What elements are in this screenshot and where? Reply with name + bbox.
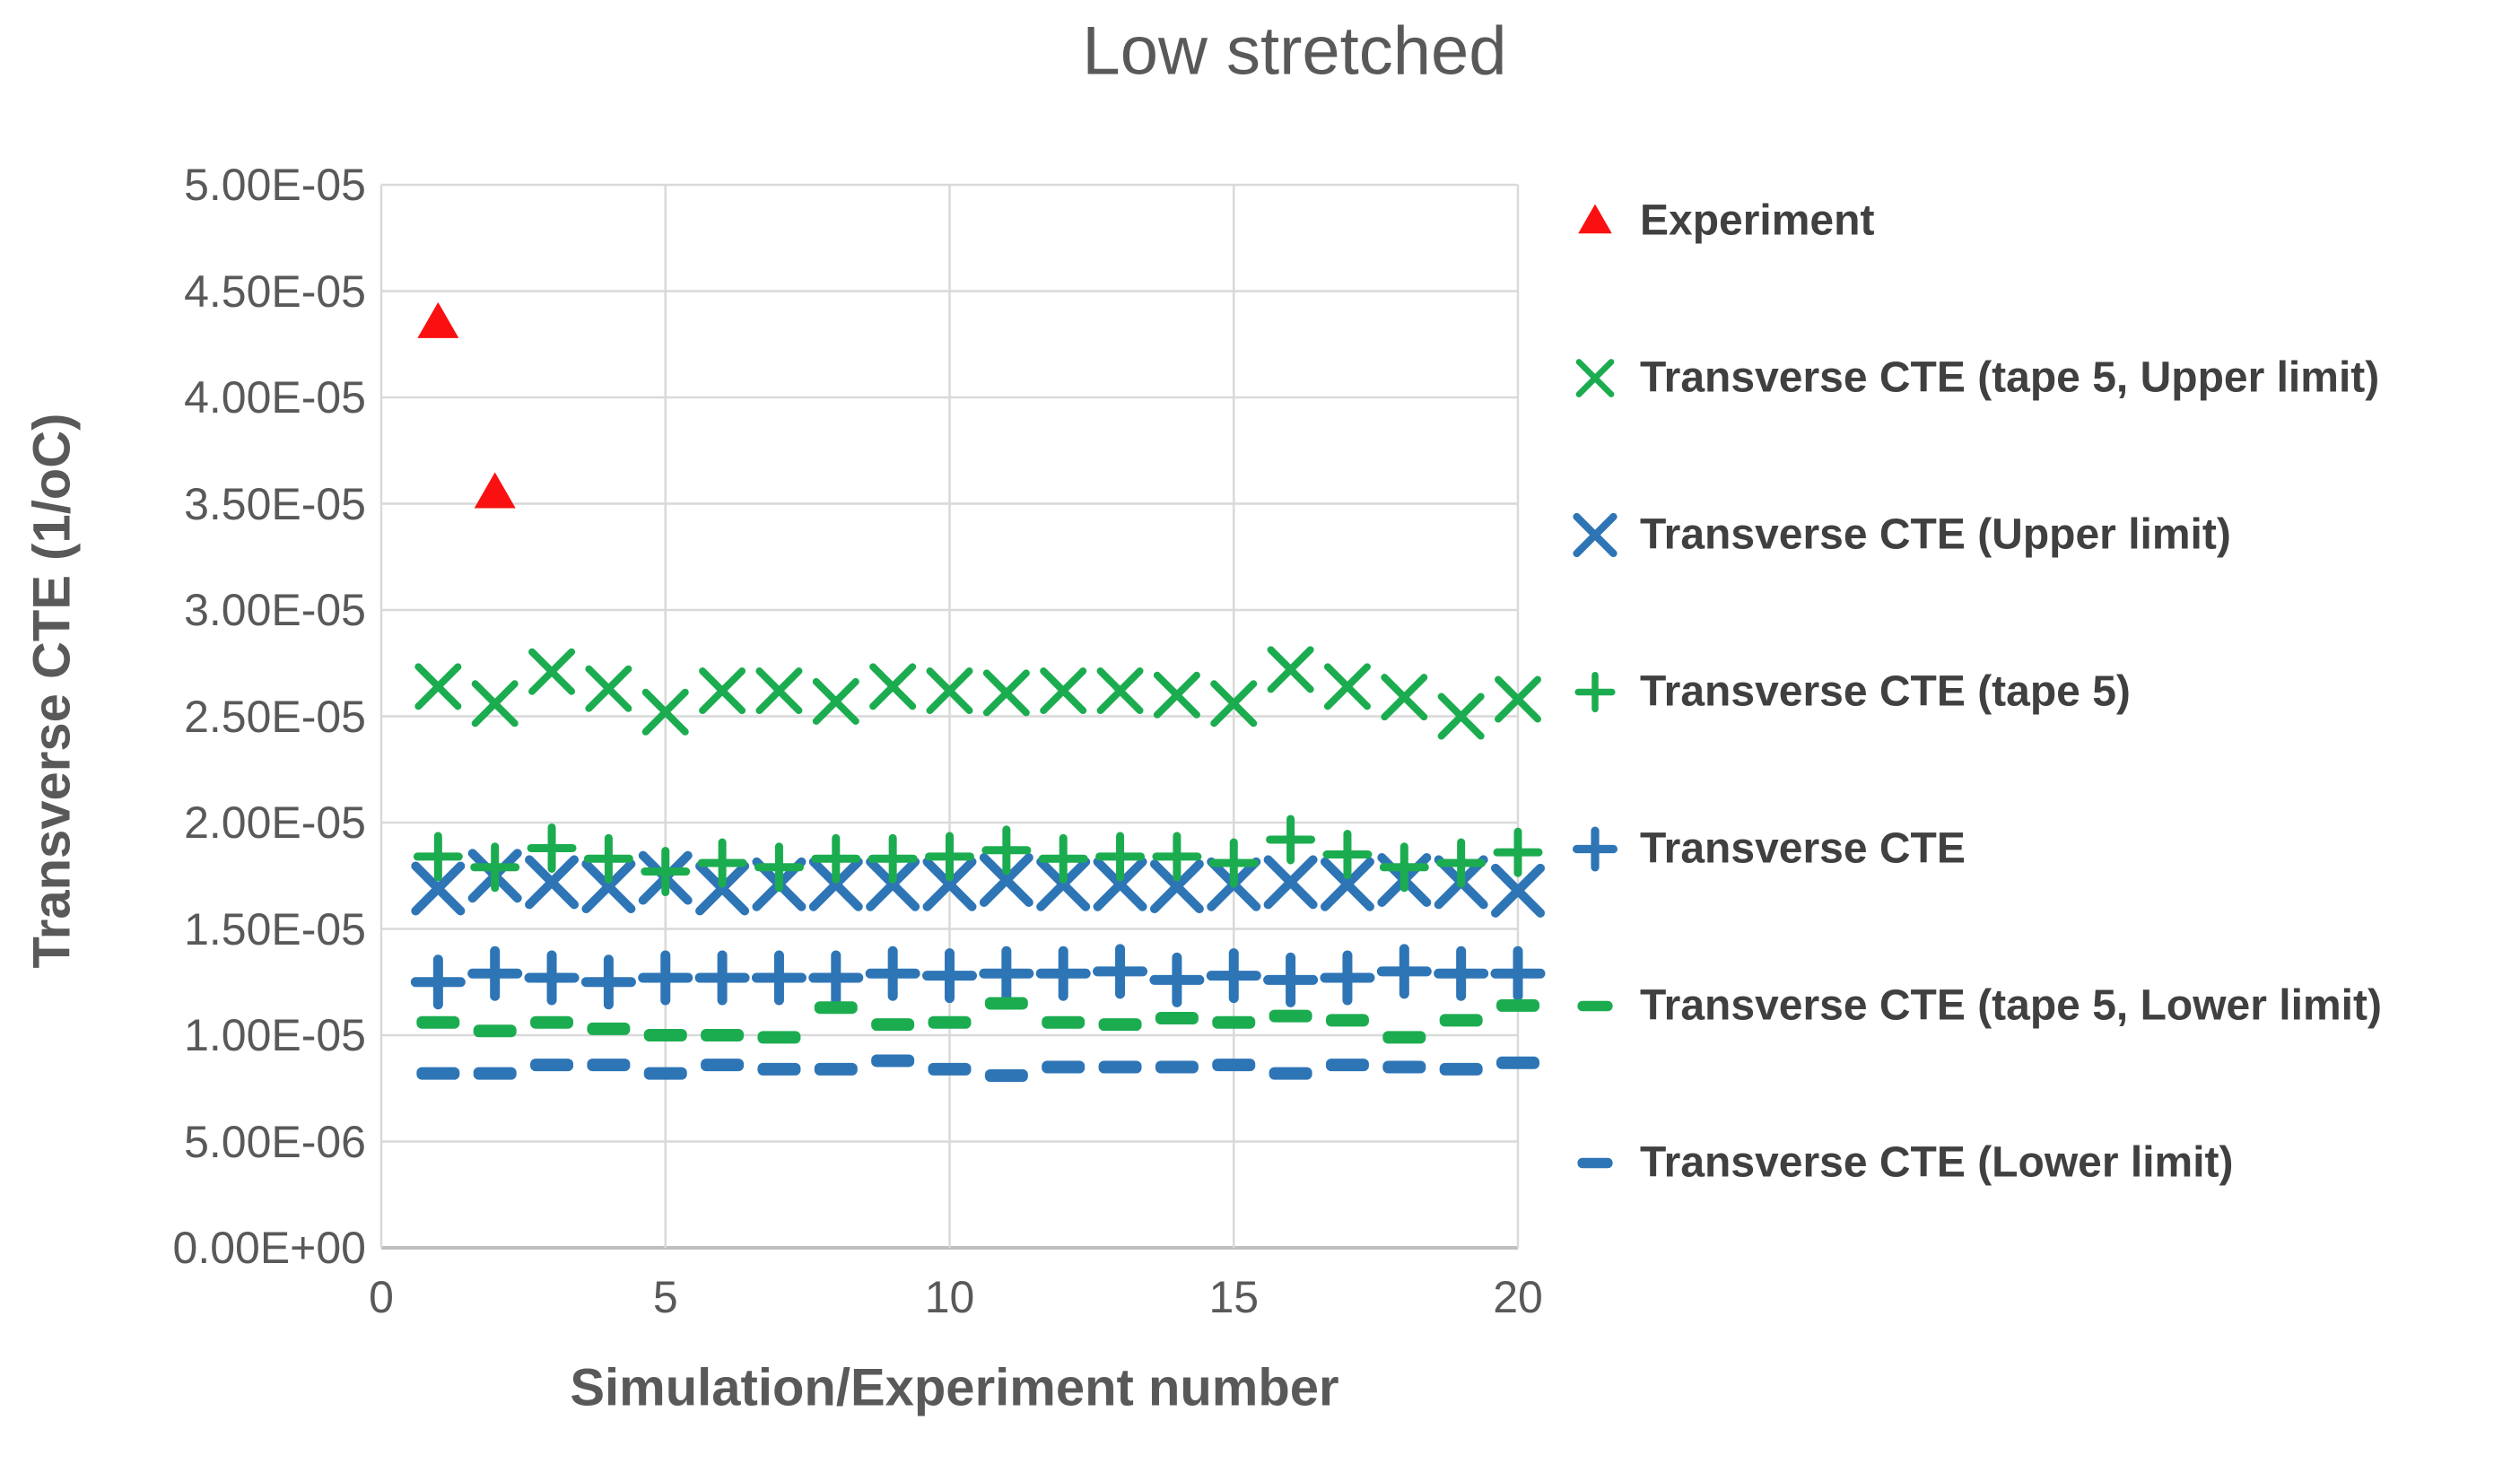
y-tick-label: 0.00E+00 bbox=[172, 1223, 366, 1273]
y-tick-label: 5.00E-06 bbox=[184, 1116, 366, 1167]
y-tick-label: 1.00E-05 bbox=[184, 1010, 366, 1060]
y-tick-label: 4.00E-05 bbox=[184, 372, 366, 423]
x-tick-label: 0 bbox=[369, 1272, 394, 1322]
y-tick-label: 4.50E-05 bbox=[184, 266, 366, 317]
x-tick-label: 15 bbox=[1208, 1272, 1260, 1322]
y-tick-label: 3.00E-05 bbox=[184, 585, 366, 635]
y-tick-label: 2.00E-05 bbox=[184, 797, 366, 848]
y-tick-label: 1.50E-05 bbox=[184, 903, 366, 954]
y-tick-label: 2.50E-05 bbox=[184, 691, 366, 742]
x-tick-label: 5 bbox=[652, 1272, 678, 1322]
x-axis-title: Simulation/Experiment number bbox=[570, 1358, 1339, 1417]
y-tick-label: 5.00E-05 bbox=[184, 160, 366, 210]
y-tick-label: 3.50E-05 bbox=[184, 478, 366, 529]
x-tick-label: 20 bbox=[1493, 1272, 1543, 1322]
chart-title: Low stretched bbox=[1082, 13, 1507, 90]
y-axis-title: Transverse CTE (1/oC) bbox=[22, 413, 82, 969]
x-tick-label: 10 bbox=[924, 1272, 975, 1322]
